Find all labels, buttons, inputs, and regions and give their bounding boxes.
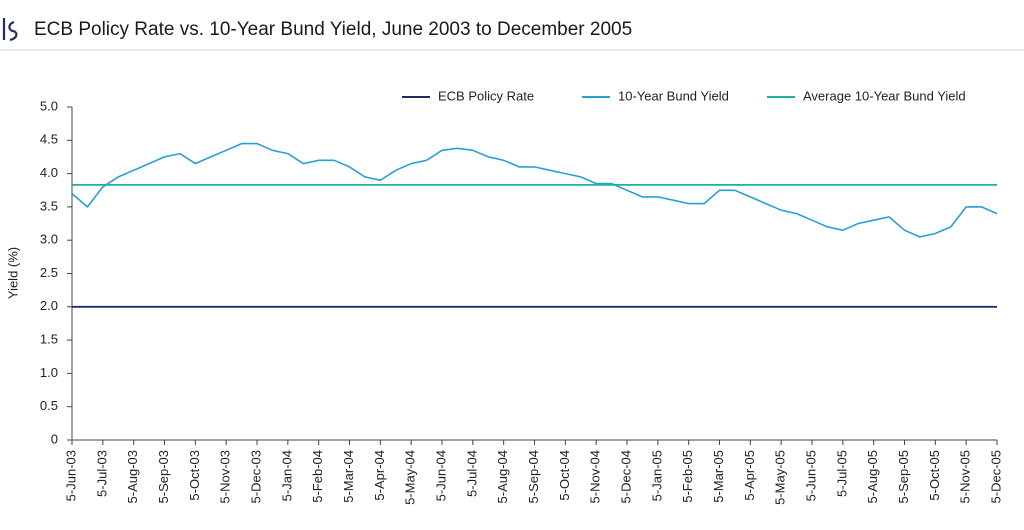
chart-title: ECB Policy Rate vs. 10-Year Bund Yield, … [34,19,632,40]
x-tick-label: 5-Aug-04 [495,450,510,503]
x-tick-label: 5-Dec-05 [988,450,1003,503]
x-tick-label: 5-Jun-05 [803,450,818,501]
x-tick-label: 5-Sep-04 [526,450,541,503]
x-tick-label: 5-Jun-03 [63,450,78,501]
y-tick-label: 0 [51,431,58,446]
x-tick-label: 5-Oct-04 [557,450,572,501]
x-tick-label: 5-Mar-05 [711,450,726,503]
x-tick-label: 5-Dec-04 [618,450,633,503]
y-tick-label: 3.5 [40,198,58,213]
y-tick-label: 0.5 [40,398,58,413]
x-tick-label: 5-Sep-03 [156,450,171,503]
y-tick-label: 1.5 [40,332,58,347]
x-tick-label: 5-Feb-05 [680,450,695,503]
x-tick-label: 5-Nov-04 [588,450,603,503]
y-axis-title: Yield (%) [5,247,20,299]
y-tick-label: 2.5 [40,265,58,280]
y-tick-label: 1.0 [40,365,58,380]
x-tick-label: 5-Aug-03 [125,450,140,503]
logo [2,18,18,42]
x-tick-label: 5-Nov-05 [958,450,973,503]
x-tick-label: 5-Jan-05 [649,450,664,501]
legend-label: 10-Year Bund Yield [618,88,729,103]
x-tick-label: 5-Nov-03 [218,450,233,503]
x-tick-label: 5-Oct-03 [187,450,202,501]
y-tick-label: 4.5 [40,132,58,147]
x-tick-label: 5-Jul-05 [834,450,849,497]
y-tick-label: 3.0 [40,232,58,247]
x-tick-label: 5-Jul-03 [94,450,109,497]
x-tick-label: 5-May-05 [773,450,788,505]
y-tick-label: 4.0 [40,165,58,180]
x-tick-label: 5-Jul-04 [464,450,479,497]
series-line [71,142,998,238]
legend-label: Average 10-Year Bund Yield [803,88,966,103]
x-tick-label: 5-Oct-05 [927,450,942,501]
y-tick-label: 2.0 [40,298,58,313]
x-tick-label: 5-Mar-04 [341,450,356,503]
legend-label: ECB Policy Rate [438,88,534,103]
x-tick-label: 5-Sep-05 [896,450,911,503]
x-tick-label: 5-Jun-04 [433,450,448,501]
x-tick-label: 5-May-04 [403,450,418,505]
x-tick-label: 5-Apr-04 [372,450,387,501]
x-tick-label: 5-Aug-05 [865,450,880,503]
y-tick-label: 5.0 [40,98,58,113]
x-tick-label: 5-Apr-05 [742,450,757,501]
x-tick-label: 5-Jan-04 [279,450,294,501]
x-tick-label: 5-Feb-04 [310,450,325,503]
x-tick-label: 5-Dec-03 [248,450,263,503]
